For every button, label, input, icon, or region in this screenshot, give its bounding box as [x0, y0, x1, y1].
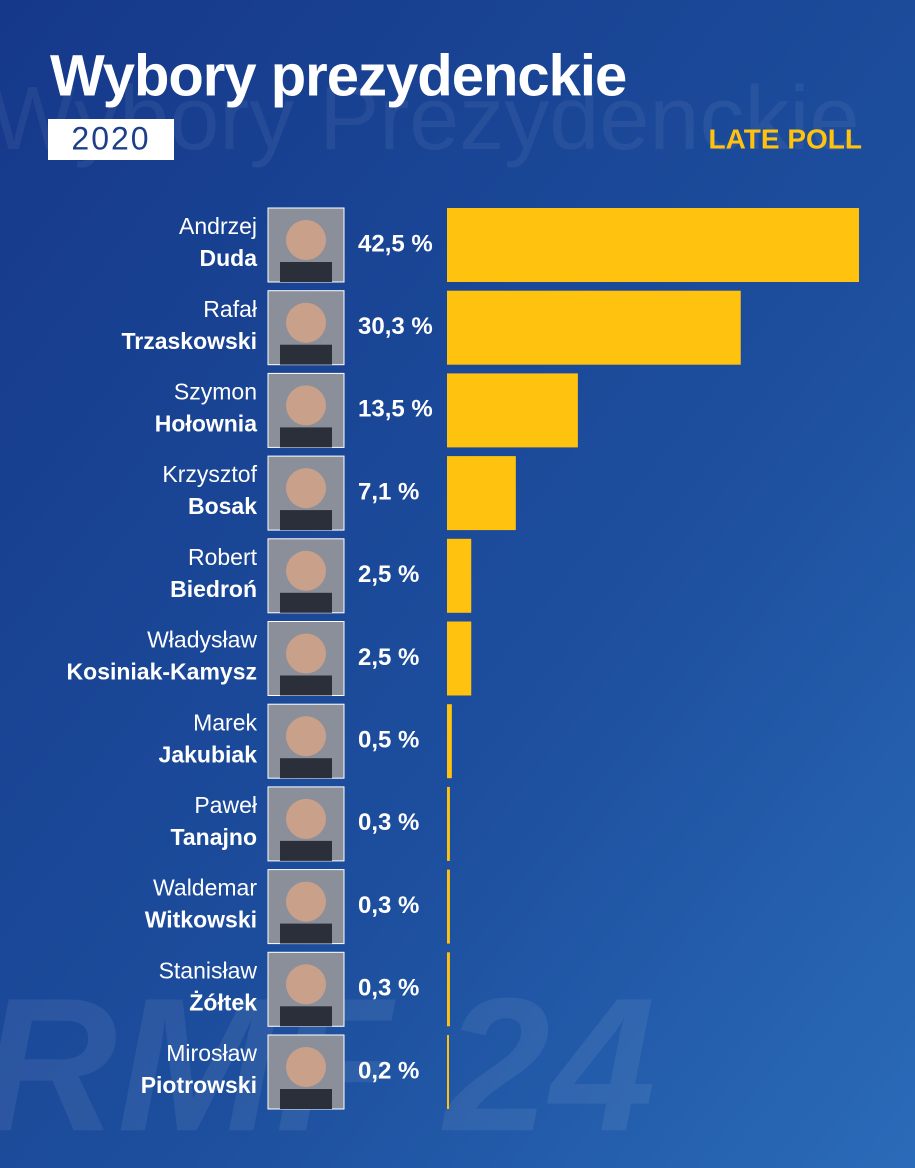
value-label: 0,3 %: [358, 975, 419, 1002]
last-name: Jakubiak: [159, 741, 258, 767]
last-name: Kosiniak-Kamysz: [67, 659, 257, 685]
photo-face: [286, 964, 326, 1005]
photo-face: [286, 220, 326, 260]
last-name: Piotrowski: [141, 1072, 257, 1098]
chart-title: Wybory prezydenckie: [50, 43, 626, 108]
first-name: Waldemar: [153, 875, 257, 901]
bar: [447, 456, 516, 531]
photo-suit: [280, 758, 332, 779]
photo-suit: [280, 840, 332, 861]
last-name: Biedroń: [170, 576, 257, 602]
bar: [447, 621, 472, 696]
photo-suit: [280, 592, 332, 613]
photo-suit: [280, 675, 332, 696]
subtitle-box: [48, 119, 174, 160]
bar: [447, 869, 450, 944]
first-name: Andrzej: [179, 213, 257, 239]
photo-suit: [280, 923, 332, 944]
photo-suit: [280, 427, 332, 448]
subtitle: 2020: [71, 120, 150, 156]
value-label: 2,5 %: [358, 644, 419, 671]
photo-face: [286, 881, 326, 922]
bar: [447, 704, 452, 779]
photo-suit: [280, 1006, 332, 1027]
value-label: 0,3 %: [358, 809, 419, 836]
bar: [447, 208, 859, 282]
photo-suit: [280, 262, 332, 282]
photo-face: [286, 798, 326, 839]
photo-suit: [280, 1089, 332, 1109]
value-label: 0,3 %: [358, 892, 419, 919]
bar: [447, 786, 450, 861]
value-label: 42,5 %: [358, 230, 433, 257]
first-name: Robert: [188, 544, 258, 570]
first-name: Mirosław: [166, 1040, 257, 1066]
value-label: 0,5 %: [358, 727, 419, 754]
photo-face: [286, 385, 326, 426]
annotation: LATE POLL: [709, 123, 862, 154]
photo-suit: [280, 344, 332, 365]
photo-suit: [280, 510, 332, 531]
photo-face: [286, 302, 326, 343]
bar: [447, 373, 578, 448]
last-name: Tanajno: [171, 824, 257, 850]
bar: [447, 538, 472, 613]
last-name: Witkowski: [145, 907, 257, 933]
value-label: 13,5 %: [358, 396, 433, 423]
photo-face: [286, 550, 326, 591]
last-name: Duda: [200, 245, 258, 271]
photo-face: [286, 468, 326, 509]
bar: [447, 952, 450, 1027]
value-label: 0,2 %: [358, 1057, 419, 1084]
first-name: Marek: [193, 709, 257, 735]
first-name: Paweł: [194, 792, 257, 818]
last-name: Hołownia: [155, 410, 257, 436]
first-name: Stanisław: [159, 957, 258, 983]
first-name: Rafał: [203, 296, 257, 322]
photo-face: [286, 633, 326, 674]
value-label: 30,3 %: [358, 313, 433, 340]
last-name: Trzaskowski: [121, 328, 257, 354]
first-name: Władysław: [147, 627, 257, 653]
photo-face: [286, 1047, 326, 1087]
value-label: 7,1 %: [358, 478, 419, 505]
last-name: Bosak: [188, 493, 257, 519]
photo-face: [286, 716, 326, 757]
bar: [447, 1035, 449, 1109]
bar: [447, 290, 741, 365]
value-label: 2,5 %: [358, 561, 419, 588]
first-name: Krzysztof: [162, 461, 257, 487]
last-name: Żółtek: [189, 989, 257, 1015]
first-name: Szymon: [174, 378, 257, 404]
